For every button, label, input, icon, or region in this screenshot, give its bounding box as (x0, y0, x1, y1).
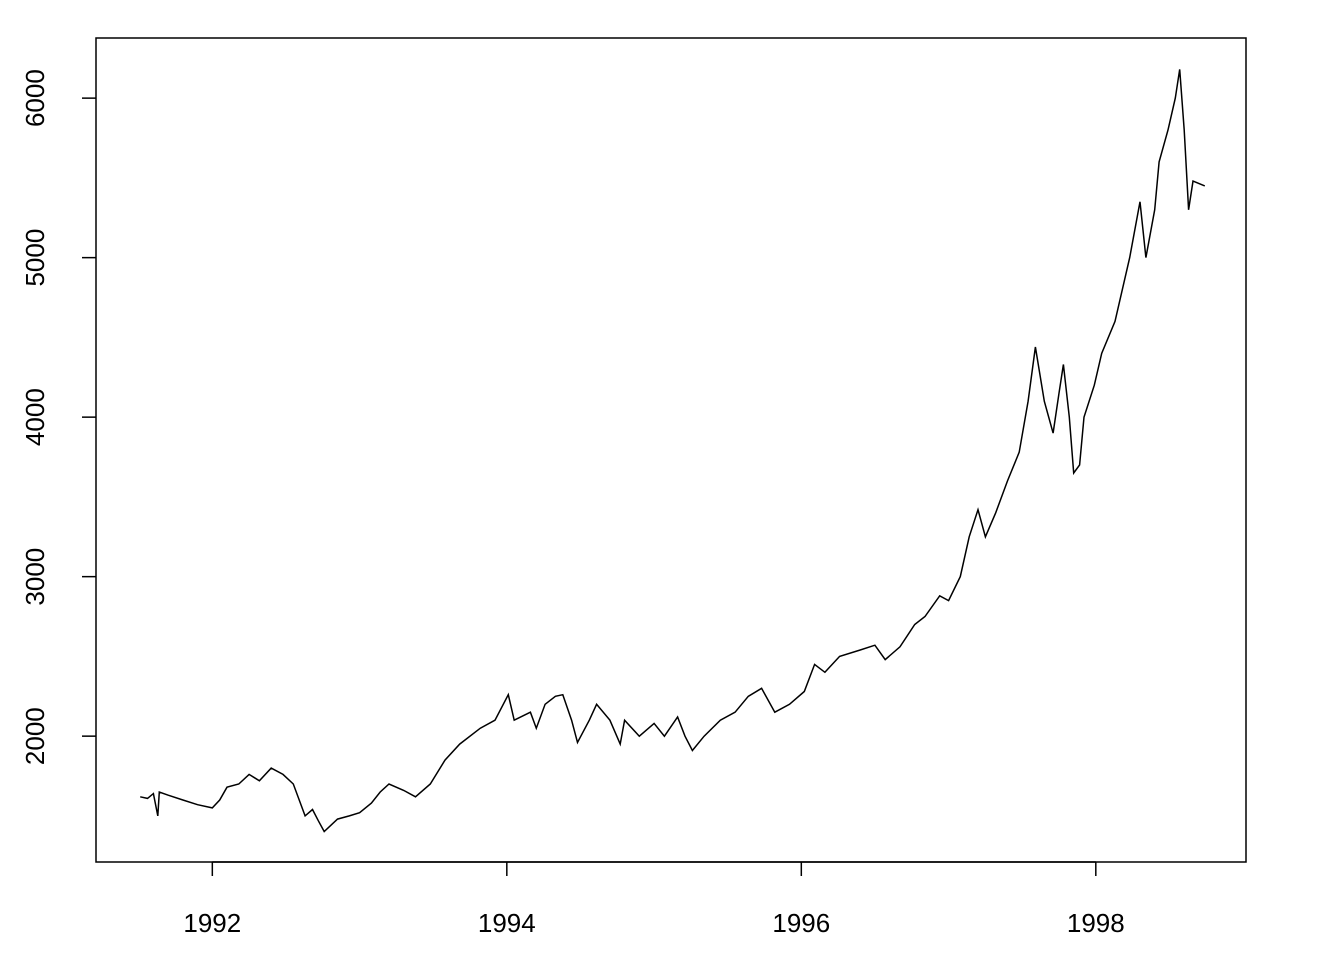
x-tick-label: 1994 (478, 908, 536, 938)
y-tick-label: 4000 (20, 388, 50, 446)
x-tick-label: 1996 (772, 908, 830, 938)
plot-frame (95, 37, 1247, 863)
y-tick-label: 2000 (20, 707, 50, 765)
y-tick-label: 3000 (20, 548, 50, 606)
y-tick-label: 6000 (20, 69, 50, 127)
x-tick-label: 1992 (183, 908, 241, 938)
x-tick-label: 1998 (1067, 908, 1125, 938)
series-line (140, 69, 1206, 833)
y-tick-label: 5000 (20, 229, 50, 287)
